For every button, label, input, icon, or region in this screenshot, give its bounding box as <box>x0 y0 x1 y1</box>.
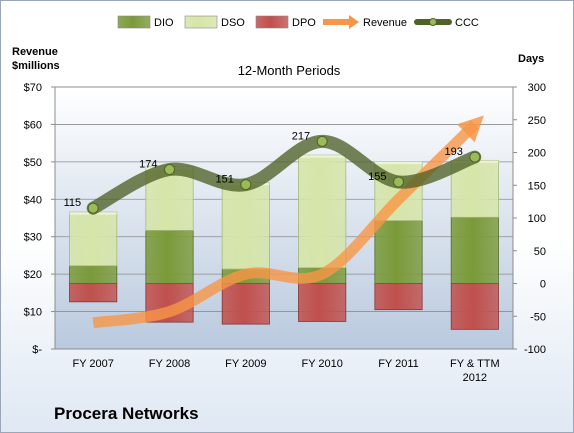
x-tick-label: FY & TTM <box>450 358 500 370</box>
legend-swatch-ccc-point <box>429 18 437 26</box>
ccc-point <box>469 151 481 163</box>
bar-dpo <box>298 283 347 322</box>
y-left-tick-label: $20 <box>24 269 42 281</box>
legend-swatch-dio <box>117 15 151 29</box>
x-tick-label: FY 2010 <box>301 358 342 370</box>
bar-dio <box>450 216 499 284</box>
company-name: Procera Networks <box>54 404 199 423</box>
plot-area <box>54 86 514 350</box>
y-right-axis-label: Days <box>518 53 544 65</box>
y-left-tick-label: $40 <box>24 194 42 206</box>
y-right-tick-label: 50 <box>534 246 546 258</box>
bar-dpo <box>221 283 270 325</box>
legend-label: Revenue <box>363 17 407 29</box>
y-left-tick-label: $60 <box>24 119 42 131</box>
ccc-line <box>86 134 482 215</box>
legend-label: CCC <box>455 17 479 29</box>
x-tick-label: FY 2009 <box>225 358 266 370</box>
ccc-point <box>87 202 99 214</box>
y-right-tick-label: 300 <box>528 82 546 94</box>
y-right-tick-label: 100 <box>528 213 546 225</box>
legend-label: DIO <box>154 17 174 29</box>
y-left-tick-label: $50 <box>24 157 42 169</box>
x-tick-label: FY 2011 <box>378 358 419 370</box>
legend-swatch-dso <box>184 15 218 29</box>
ccc-point <box>240 179 252 191</box>
bar-dpo <box>450 283 499 330</box>
y-left-tick-label: $30 <box>24 232 42 244</box>
ccc-point <box>316 135 328 147</box>
x-tick-label: 2012 <box>463 372 487 384</box>
y-left-axis-label: $millions <box>12 60 60 72</box>
y-left-tick-label: $70 <box>24 82 42 94</box>
y-right-tick-label: -100 <box>524 344 546 356</box>
ccc-point <box>164 164 175 176</box>
y-left-tick-label: $10 <box>24 307 42 319</box>
y-right-tick-label: 150 <box>528 180 546 192</box>
y-left-tick-label: $- <box>32 344 42 356</box>
bar-highlight <box>298 155 346 158</box>
y-right-tick-label: -50 <box>530 311 546 323</box>
bar-dio <box>374 220 423 284</box>
bar-dso <box>221 182 270 270</box>
ccc-data-label: 193 <box>444 146 462 158</box>
y-right-tick-label: 250 <box>528 115 546 127</box>
ccc-data-label: 174 <box>139 159 157 171</box>
x-tick-label: FY 2008 <box>149 358 190 370</box>
bar-dio <box>69 265 118 284</box>
bar-dio <box>145 230 194 284</box>
legend-swatch-revenue-arrow <box>349 15 359 29</box>
y-right-tick-label: 0 <box>540 279 546 291</box>
y-left-axis-label: Revenue <box>12 46 58 58</box>
legend-label: DSO <box>221 17 245 29</box>
ccc-point <box>393 176 404 188</box>
bar-dpo <box>374 283 423 311</box>
ccc-data-label: 217 <box>292 130 310 142</box>
bar-highlight <box>374 161 423 165</box>
bar-dso <box>69 211 118 267</box>
y-right-tick-label: 200 <box>528 148 546 160</box>
ccc-data-label: 115 <box>64 197 82 209</box>
legend-label: DPO <box>292 17 316 29</box>
chart-title: 12-Month Periods <box>238 63 341 78</box>
bar-dpo <box>69 283 118 303</box>
ccc-data-label: 155 <box>368 171 386 183</box>
legend-swatch-dpo <box>255 15 289 29</box>
bar-dso <box>298 154 347 269</box>
x-tick-label: FY 2007 <box>72 358 113 370</box>
ccc-data-label: 151 <box>215 174 233 186</box>
